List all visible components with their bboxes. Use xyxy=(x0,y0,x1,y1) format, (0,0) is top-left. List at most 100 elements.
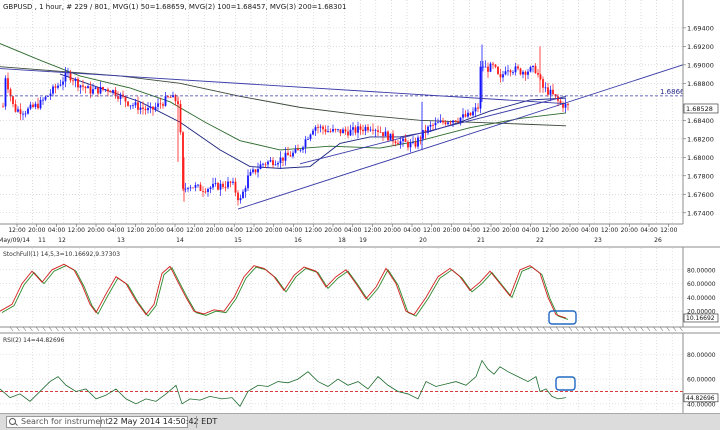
chart-canvas[interactable]: 1.68664 1.69400 1.69200 1.69000 1.68800 1.68… xyxy=(0,0,720,413)
candlestick xyxy=(152,106,154,116)
candlestick xyxy=(417,135,419,150)
candlestick xyxy=(372,123,374,135)
candlestick xyxy=(422,130,424,141)
stochastic-header: StochFull(1) 14,5,3=10.16692,9.37303 xyxy=(3,251,120,258)
stochastic-value-badge xyxy=(683,313,719,323)
time-tick-label: 20:00 xyxy=(561,227,578,234)
date-tick-label: 18 xyxy=(338,237,346,244)
candlestick xyxy=(512,70,514,76)
channel-trendline[interactable] xyxy=(299,95,567,165)
time-axis[interactable]: 12:00 20:00 04:00 12:00 20:00 04:00 12:00 20:00… xyxy=(0,224,678,244)
candlestick xyxy=(14,99,17,113)
price-tick-label: 1.68800 xyxy=(687,80,714,88)
candlestick xyxy=(237,190,239,206)
candlestick xyxy=(444,120,447,126)
date-tick-label: 16 xyxy=(294,237,302,244)
candlestick xyxy=(149,102,152,114)
candlestick xyxy=(144,105,147,115)
candlestick xyxy=(117,91,119,102)
time-tick-label: 12:00 xyxy=(423,227,440,234)
candlestick xyxy=(77,76,79,92)
candlestick xyxy=(359,123,362,135)
candlestick xyxy=(304,135,307,154)
candlestick xyxy=(214,177,217,187)
candlestick xyxy=(537,68,539,78)
candlestick xyxy=(477,103,479,113)
candlestick xyxy=(89,81,92,99)
candlestick xyxy=(347,126,349,139)
price-tick-label: 1.68400 xyxy=(687,117,714,125)
candlestick xyxy=(9,87,12,102)
candlestick xyxy=(409,139,412,153)
candlestick xyxy=(84,85,87,94)
time-tick-label: 04:00 xyxy=(226,227,243,234)
candlestick xyxy=(137,96,139,115)
candlestick xyxy=(39,96,42,110)
time-tick-label: 12:00 xyxy=(127,227,144,234)
candlestick xyxy=(519,67,522,76)
candlestick xyxy=(489,61,492,73)
support-trendline[interactable] xyxy=(237,64,684,210)
price-tick-label: 1.69200 xyxy=(687,43,714,51)
search-placeholder: Search for instrument xyxy=(21,417,109,426)
candlestick xyxy=(269,157,272,163)
stochastic-k-line xyxy=(0,263,567,319)
candlestick xyxy=(509,69,512,77)
candlestick xyxy=(254,169,257,175)
candlestick xyxy=(299,149,302,153)
candlestick xyxy=(452,119,454,128)
candlestick xyxy=(322,125,324,135)
time-tick-label: 12:00 xyxy=(8,227,25,234)
candlestick xyxy=(387,130,389,143)
candlestick xyxy=(539,73,542,81)
candlestick xyxy=(514,62,517,76)
candlestick xyxy=(2,102,4,108)
rsi-line xyxy=(0,359,567,407)
candlestick xyxy=(227,177,229,190)
candlestick xyxy=(374,128,377,137)
time-tick-label: 20:00 xyxy=(502,227,519,234)
candlestick xyxy=(427,125,429,136)
candlestick xyxy=(567,102,569,111)
upper-trendline[interactable] xyxy=(0,68,567,105)
candlestick xyxy=(524,70,527,81)
stochastic-current-value: 10.16692 xyxy=(686,315,715,322)
candlestick xyxy=(467,109,469,119)
date-tick-label: May/09/14 xyxy=(0,237,30,244)
price-tick-label: 1.69400 xyxy=(687,24,714,32)
candlestick xyxy=(412,136,414,145)
time-tick-label: 12:00 xyxy=(660,227,677,234)
time-tick-label: 04:00 xyxy=(166,227,183,234)
candlestick xyxy=(487,62,489,79)
search-input[interactable]: Search for instrument xyxy=(6,416,188,428)
main-chart-header: GBPUSD , 1 hour, # 229 / 801, MVG(1) 50=… xyxy=(3,3,346,11)
candlestick xyxy=(104,88,107,92)
candlestick xyxy=(357,121,359,139)
candlestick xyxy=(62,76,64,91)
candlestick xyxy=(29,101,32,111)
search-icon xyxy=(9,418,16,425)
price-axis[interactable]: 1.69400 1.69200 1.69000 1.68800 1.68400 1.682… xyxy=(683,24,714,217)
moving-average-50-line xyxy=(59,73,567,169)
candlestick xyxy=(502,70,504,82)
time-tick-label: 20:00 xyxy=(621,227,638,234)
candlestick xyxy=(414,137,417,149)
rsi-tick-label: 80.00000 xyxy=(687,352,716,359)
candlestick xyxy=(124,96,127,108)
time-tick-label: 20:00 xyxy=(87,227,104,234)
rsi-tick-label: 60.00000 xyxy=(687,377,716,384)
status-separator xyxy=(196,416,197,428)
candlestick xyxy=(544,82,547,93)
candlestick xyxy=(532,65,534,73)
candlestick xyxy=(479,60,482,114)
candlestick xyxy=(34,101,37,110)
candlestick xyxy=(12,95,14,108)
candlestick xyxy=(212,177,214,190)
date-tick-label: 21 xyxy=(477,237,485,244)
candlestick xyxy=(182,131,184,191)
price-tick-label: 1.69000 xyxy=(687,61,714,69)
candlestick xyxy=(334,128,337,133)
candlestick xyxy=(184,182,187,193)
candlestick xyxy=(529,65,532,73)
